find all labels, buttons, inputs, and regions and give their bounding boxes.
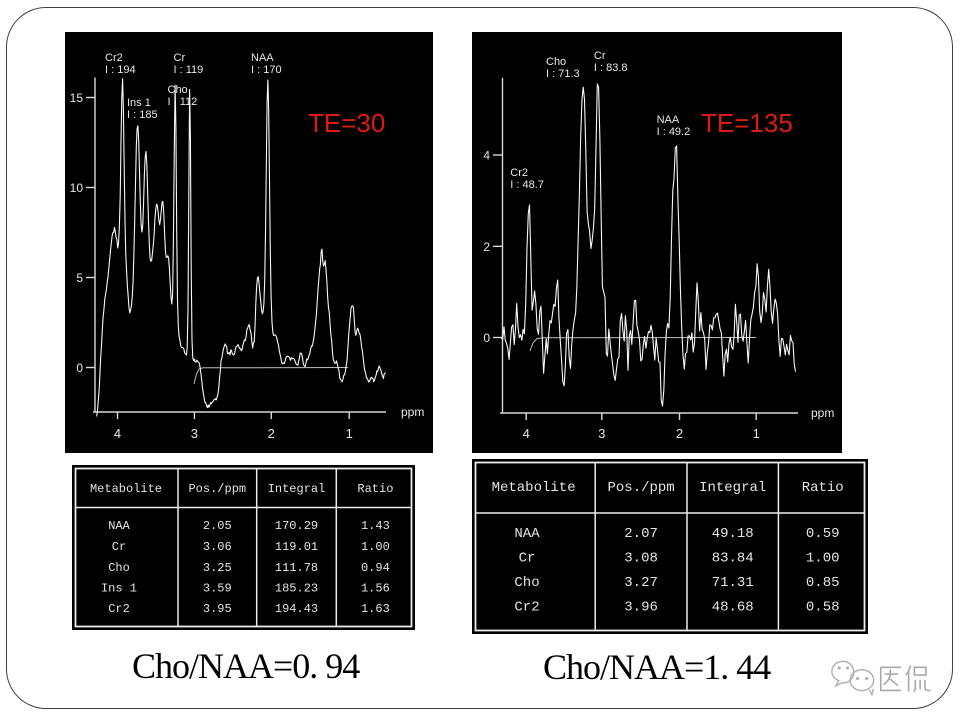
svg-text:Cr2: Cr2 [105,52,123,64]
svg-text:NAA: NAA [251,52,274,64]
svg-text:0: 0 [76,361,83,375]
svg-text:170.29: 170.29 [275,519,318,533]
svg-text:5: 5 [76,271,83,285]
svg-text:Cr2: Cr2 [510,167,528,179]
svg-text:I : 194: I : 194 [105,64,136,76]
svg-text:Cr2: Cr2 [514,600,539,616]
svg-text:I : 71.3: I : 71.3 [546,68,580,80]
svg-text:3.25: 3.25 [203,561,232,575]
svg-text:0.94: 0.94 [361,561,390,575]
svg-text:2: 2 [268,426,275,441]
svg-text:I : 48.7: I : 48.7 [510,179,544,191]
svg-text:0.85: 0.85 [806,575,840,591]
svg-text:1.00: 1.00 [361,540,390,554]
svg-text:NAA: NAA [514,526,540,542]
svg-text:Metabolite: Metabolite [492,480,576,496]
svg-text:1.43: 1.43 [361,519,390,533]
svg-text:1.63: 1.63 [361,602,390,616]
svg-text:71.31: 71.31 [712,575,754,591]
svg-text:2: 2 [676,426,683,441]
svg-text:1.56: 1.56 [361,582,390,596]
svg-text:4: 4 [523,426,530,441]
svg-text:Cho: Cho [108,561,130,575]
svg-text:119.01: 119.01 [275,540,318,554]
svg-text:3.27: 3.27 [624,575,658,591]
svg-text:0.59: 0.59 [806,526,840,542]
svg-text:I : 83.8: I : 83.8 [594,62,628,74]
svg-text:Ins 1: Ins 1 [127,97,151,109]
svg-text:Integral: Integral [699,480,766,496]
svg-text:48.68: 48.68 [712,600,754,616]
svg-text:0.58: 0.58 [806,600,840,616]
svg-text:3: 3 [191,426,198,441]
svg-text:185.23: 185.23 [275,582,318,596]
svg-text:49.18: 49.18 [712,526,754,542]
svg-text:Ins 1: Ins 1 [101,582,137,596]
svg-text:Cho: Cho [168,84,188,96]
svg-text:4: 4 [483,149,490,163]
svg-text:I : 119: I : 119 [174,64,204,76]
svg-text:Cr2: Cr2 [108,602,130,616]
svg-text:3.06: 3.06 [203,540,232,554]
svg-text:Cr: Cr [112,540,126,554]
svg-text:Pos./ppm: Pos./ppm [607,480,674,496]
svg-text:3: 3 [598,426,605,441]
svg-text:TE=135: TE=135 [701,108,793,138]
svg-text:NAA: NAA [657,114,680,126]
svg-text:Cr: Cr [174,52,186,64]
svg-text:111.78: 111.78 [275,561,318,575]
svg-text:I : 170: I : 170 [251,64,282,76]
svg-text:Metabolite: Metabolite [90,482,162,496]
svg-text:10: 10 [70,181,84,195]
svg-text:Ratio: Ratio [802,480,844,496]
svg-text:NAA: NAA [108,519,130,533]
svg-text:2.05: 2.05 [203,519,232,533]
svg-text:3.08: 3.08 [624,551,658,567]
svg-text:I : 185: I : 185 [127,109,158,121]
svg-text:Integral: Integral [268,482,326,496]
svg-text:Cho: Cho [514,575,539,591]
svg-text:Ratio: Ratio [357,482,393,496]
svg-text:2: 2 [483,240,490,254]
svg-text:Cr: Cr [519,551,536,567]
svg-text:TE=30: TE=30 [308,108,385,138]
svg-text:Cho: Cho [546,56,566,68]
svg-text:1: 1 [753,426,760,441]
svg-text:15: 15 [70,91,84,105]
svg-text:3.96: 3.96 [624,600,658,616]
svg-text:1: 1 [346,426,353,441]
svg-text:ppm: ppm [811,406,834,420]
svg-text:I : 49.2: I : 49.2 [657,126,691,138]
svg-text:Pos./ppm: Pos./ppm [188,482,246,496]
svg-text:0: 0 [483,331,490,345]
svg-text:1.00: 1.00 [806,551,840,567]
svg-text:4: 4 [114,426,121,441]
svg-text:I : 112: I : 112 [168,96,198,108]
svg-text:Cr: Cr [594,50,606,62]
svg-text:3.59: 3.59 [203,582,232,596]
svg-text:ppm: ppm [401,405,424,419]
svg-text:83.84: 83.84 [712,551,754,567]
svg-text:3.95: 3.95 [203,602,232,616]
svg-text:194.43: 194.43 [275,602,318,616]
svg-text:2.07: 2.07 [624,526,658,542]
